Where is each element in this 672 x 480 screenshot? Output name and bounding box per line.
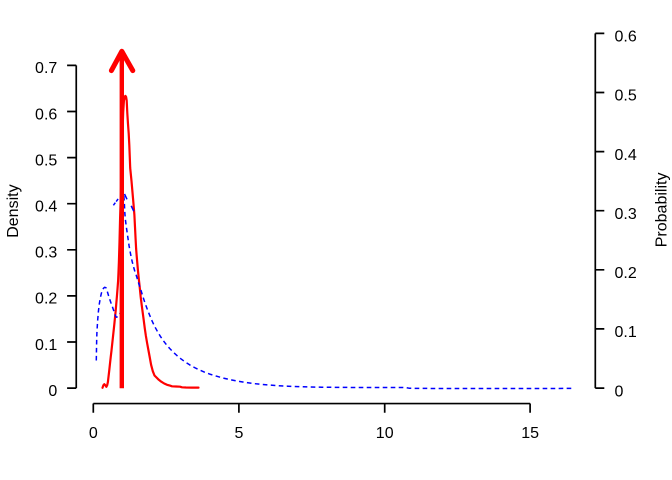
- svg-text:Density: Density: [5, 184, 22, 237]
- svg-text:0: 0: [615, 383, 624, 400]
- svg-text:0.4: 0.4: [615, 147, 637, 164]
- svg-text:0.7: 0.7: [35, 60, 57, 77]
- svg-text:0.2: 0.2: [35, 291, 57, 308]
- svg-text:0.1: 0.1: [35, 337, 57, 354]
- svg-text:0.5: 0.5: [35, 152, 57, 169]
- svg-text:0.3: 0.3: [615, 206, 637, 223]
- svg-text:0.4: 0.4: [35, 199, 57, 216]
- svg-text:Probability: Probability: [653, 173, 670, 248]
- svg-text:15: 15: [521, 425, 539, 442]
- svg-text:0: 0: [89, 425, 98, 442]
- svg-text:0.1: 0.1: [615, 324, 637, 341]
- svg-text:0.2: 0.2: [615, 265, 637, 282]
- svg-text:10: 10: [376, 425, 394, 442]
- svg-text:0: 0: [48, 383, 57, 400]
- svg-text:0.3: 0.3: [35, 245, 57, 262]
- svg-text:0.6: 0.6: [35, 106, 57, 123]
- svg-text:5: 5: [234, 425, 243, 442]
- svg-text:0.6: 0.6: [615, 29, 637, 46]
- svg-text:0.5: 0.5: [615, 88, 637, 105]
